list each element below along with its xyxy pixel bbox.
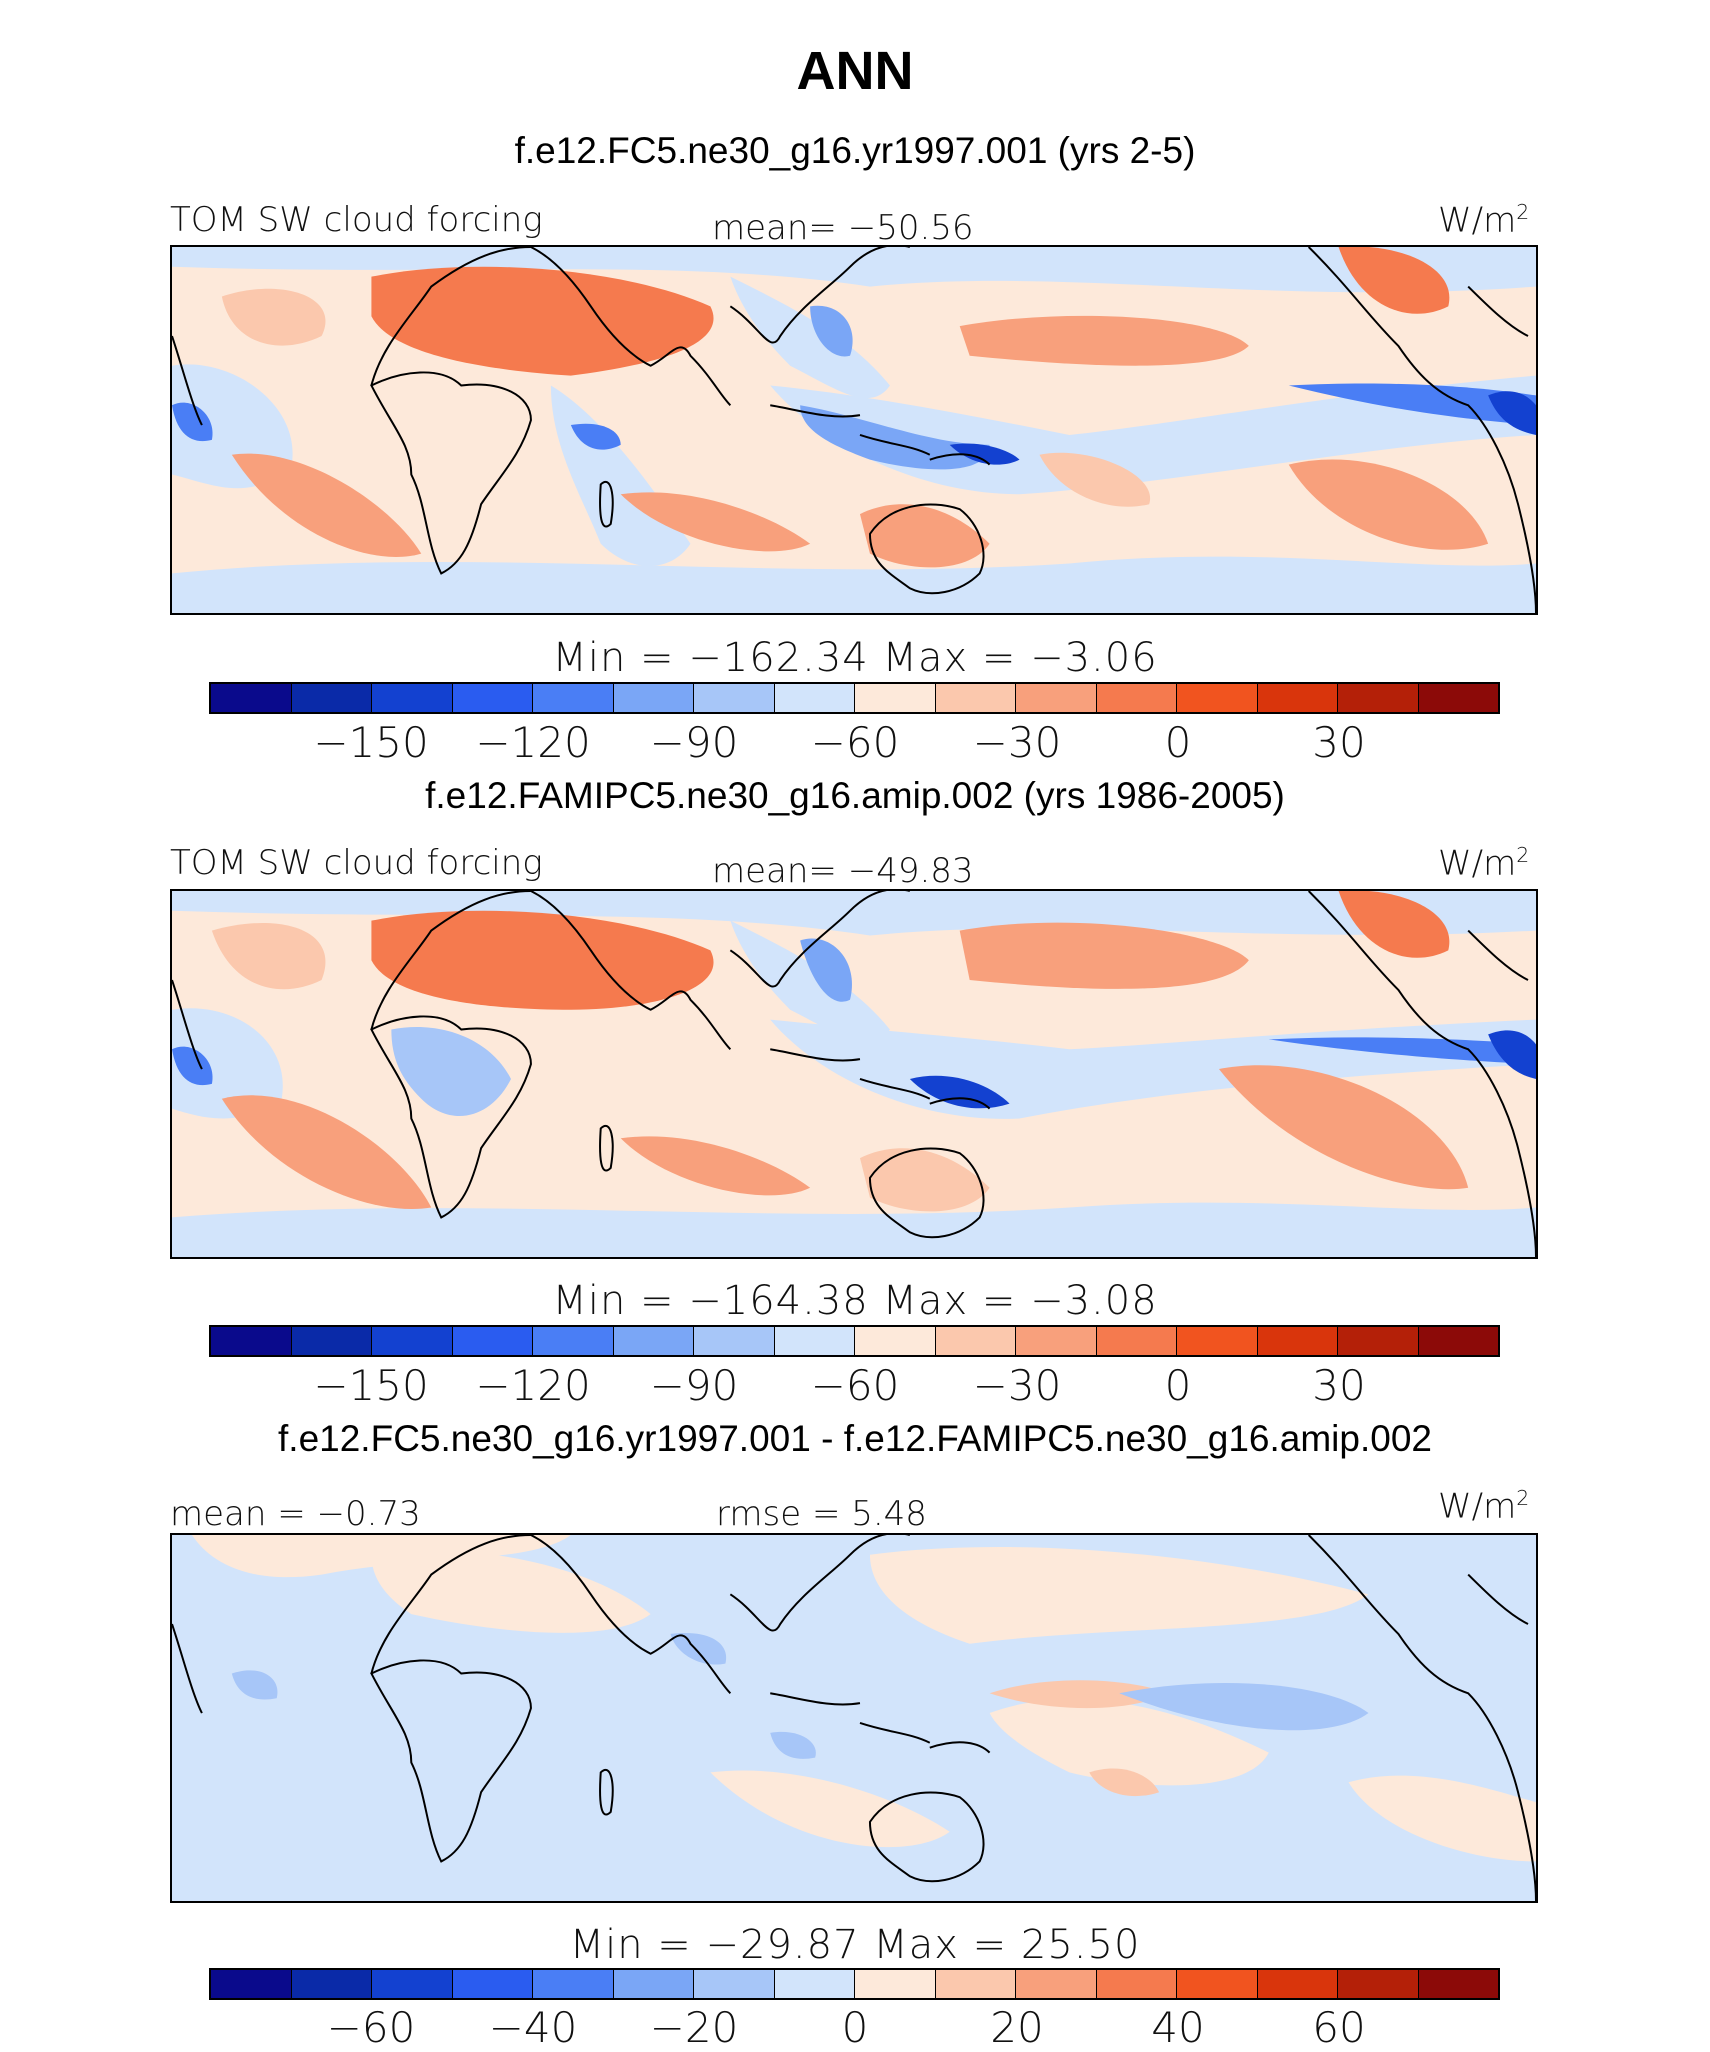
panel-2-colorbar-swatch — [774, 1327, 855, 1355]
panel-2-colorbar-tick: 30 — [1312, 1361, 1366, 1410]
panel-3-colorbar-swatch — [1338, 1970, 1419, 1998]
panel-2-colorbar-swatch — [291, 1327, 372, 1355]
panel-1-map — [170, 245, 1538, 615]
panel-2-colorbar-swatch — [1096, 1327, 1177, 1355]
panel-2-colorbar-swatch — [1016, 1327, 1097, 1355]
panel-3-colorbar-swatch — [291, 1970, 372, 1998]
panel-1-case-title: f.e12.FC5.ne30_g16.yr1997.001 (yrs 2-5) — [514, 130, 1196, 171]
panel-1-minmax: Min = −162.34 Max = −3.06 — [552, 635, 1158, 681]
panel-1-colorbar-swatch — [1257, 684, 1338, 712]
panel-2-colorbar-swatch — [1257, 1327, 1338, 1355]
panel-2-map — [170, 889, 1538, 1259]
panel-3-colorbar-tick: 40 — [1151, 2003, 1205, 2052]
panel-1-colorbar-swatch — [935, 684, 1016, 712]
panel-1-colorbar-swatch — [533, 684, 614, 712]
panel-2-colorbar-swatch — [855, 1327, 936, 1355]
panel-3-colorbar-swatch — [694, 1970, 775, 1998]
panel-3-colorbar-swatch — [1418, 1970, 1498, 1998]
panel-3-colorbar-swatch — [935, 1970, 1016, 1998]
panel-1-colorbar-swatch — [1177, 684, 1258, 712]
panel-3-colorbar — [209, 1968, 1500, 2000]
panel-1-colorbar-swatch — [1338, 684, 1419, 712]
panel-2-colorbar-swatch — [452, 1327, 533, 1355]
panel-2-colorbar-swatch — [935, 1327, 1016, 1355]
figure-title: ANN — [796, 41, 914, 101]
panel-2-colorbar-tick: −150 — [313, 1361, 429, 1410]
panel-3-colorbar-swatch — [1257, 1970, 1338, 1998]
panel-1-colorbar-swatch — [452, 684, 533, 712]
panel-3-case-title: f.e12.FC5.ne30_g16.yr1997.001 - f.e12.FA… — [278, 1418, 1432, 1459]
panel-3-colorbar-tick: 0 — [841, 2003, 869, 2052]
panel-2-colorbar-tick: −120 — [475, 1361, 591, 1410]
panel-1-colorbar-tick: −150 — [313, 718, 429, 767]
panel-2-units: W/m2 — [1438, 843, 1530, 884]
panel-3-minmax: Min = −29.87 Max = 25.50 — [569, 1922, 1141, 1968]
panel-2-colorbar-swatch — [372, 1327, 453, 1355]
panel-1-colorbar-swatch — [613, 684, 694, 712]
panel-1-colorbar-swatch — [774, 684, 855, 712]
panel-3-colorbar-tick: −60 — [326, 2003, 416, 2052]
panel-3-colorbar-tick: 20 — [990, 2003, 1044, 2052]
panel-2-colorbar-tick: −60 — [810, 1361, 900, 1410]
panel-3-colorbar-swatch — [1177, 1970, 1258, 1998]
panel-1-colorbar-swatch — [372, 684, 453, 712]
panel-1-colorbar-tick: −90 — [649, 718, 739, 767]
panel-3-colorbar-tick: 60 — [1312, 2003, 1366, 2052]
panel-3-colorbar-swatch — [855, 1970, 936, 1998]
panel-2-minmax: Min = −164.38 Max = −3.08 — [552, 1278, 1158, 1324]
panel-1-colorbar-swatch — [1016, 684, 1097, 712]
panel-2-colorbar-swatch — [533, 1327, 614, 1355]
panel-2-case-title: f.e12.FAMIPC5.ne30_g16.amip.002 (yrs 198… — [425, 775, 1285, 816]
panel-1-colorbar-swatch — [291, 684, 372, 712]
panel-3-mean-label: mean = −0.73 — [170, 1494, 421, 1534]
panel-1-colorbar — [209, 682, 1500, 714]
panel-2-colorbar-swatch — [211, 1327, 292, 1355]
panel-3-colorbar-swatch — [372, 1970, 453, 1998]
panel-2-colorbar — [209, 1325, 1500, 1357]
panel-1-units: W/m2 — [1438, 200, 1530, 241]
panel-1-colorbar-tick: 0 — [1164, 718, 1192, 767]
panel-1-left-label: TOM SW cloud forcing — [170, 200, 543, 240]
panel-2-colorbar-tick: 0 — [1164, 1361, 1192, 1410]
panel-2-colorbar-swatch — [613, 1327, 694, 1355]
panel-1-colorbar-tick: −120 — [475, 718, 591, 767]
panel-3-colorbar-tick: −40 — [488, 2003, 578, 2052]
panel-1-colorbar-swatch — [855, 684, 936, 712]
panel-1-colorbar-swatch — [211, 684, 292, 712]
panel-1-colorbar-tick: −60 — [810, 718, 900, 767]
panel-3-rmse-label: rmse = 5.48 — [716, 1494, 927, 1534]
panel-1-colorbar-swatch — [1418, 684, 1498, 712]
panel-2-colorbar-tick: −90 — [649, 1361, 739, 1410]
panel-1-mean-label: mean= −50.56 — [712, 208, 974, 248]
panel-3-colorbar-swatch — [533, 1970, 614, 1998]
panel-1-colorbar-tick: −30 — [972, 718, 1062, 767]
panel-3-colorbar-tick: −20 — [649, 2003, 739, 2052]
panel-2-colorbar-swatch — [1177, 1327, 1258, 1355]
panel-3-map — [170, 1533, 1538, 1903]
panel-3-colorbar-swatch — [1096, 1970, 1177, 1998]
panel-1-colorbar-swatch — [694, 684, 775, 712]
panel-3-colorbar-swatch — [613, 1970, 694, 1998]
panel-2-colorbar-swatch — [1418, 1327, 1498, 1355]
panel-3-units: W/m2 — [1438, 1486, 1530, 1527]
panel-2-left-label: TOM SW cloud forcing — [170, 843, 543, 883]
panel-3-colorbar-swatch — [211, 1970, 292, 1998]
panel-2-colorbar-swatch — [1338, 1327, 1419, 1355]
panel-3-colorbar-swatch — [774, 1970, 855, 1998]
panel-1-colorbar-swatch — [1096, 684, 1177, 712]
panel-1-colorbar-tick: 30 — [1312, 718, 1366, 767]
panel-3-colorbar-swatch — [1016, 1970, 1097, 1998]
panel-2-colorbar-swatch — [694, 1327, 775, 1355]
panel-2-mean-label: mean= −49.83 — [712, 851, 974, 891]
panel-3-colorbar-swatch — [452, 1970, 533, 1998]
panel-2-colorbar-tick: −30 — [972, 1361, 1062, 1410]
